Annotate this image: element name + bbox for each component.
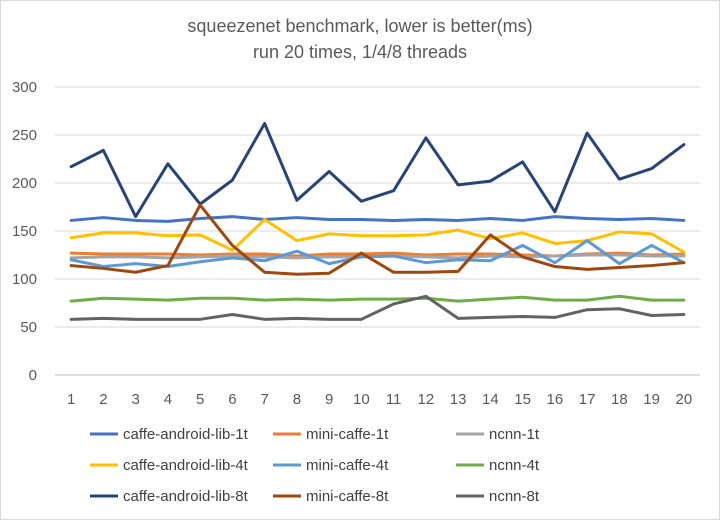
y-tick-label: 200 [12,175,37,192]
x-tick-label: 12 [418,391,435,408]
x-tick-label: 20 [676,391,693,408]
x-tick-label: 13 [450,391,467,408]
x-tick-label: 8 [293,391,301,408]
x-tick-label: 6 [228,391,236,408]
series-line-mini-caffe-8t [69,203,686,276]
x-tick-label: 5 [196,391,204,408]
x-tick-label: 1 [67,391,75,408]
y-tick-label: 300 [12,79,37,96]
y-tick-label: 100 [12,271,37,288]
y-tick-label: 0 [29,367,37,384]
legend-label: caffe-android-lib-8t [123,488,249,505]
legend-label: mini-caffe-4t [306,457,389,474]
y-tick-label: 150 [12,223,37,240]
x-tick-label: 14 [482,391,499,408]
gridlines [55,86,700,376]
x-tick-label: 17 [579,391,596,408]
series-line-caffe-android-lib-8t [69,121,686,219]
legend-label: mini-caffe-8t [306,488,389,505]
y-axis: 0 50 100 150 200 250 300 [12,79,37,384]
legend-label: ncnn-8t [489,488,540,505]
legend-label: ncnn-1t [489,426,540,443]
legend-label: caffe-android-lib-1t [123,426,249,443]
legend: caffe-android-lib-1t mini-caffe-1t ncnn-1t… [90,426,540,505]
legend-label: caffe-android-lib-4t [123,457,249,474]
x-tick-label: 2 [99,391,107,408]
x-tick-label: 15 [514,391,531,408]
series-line-ncnn-8t [69,294,686,321]
x-tick-label: 11 [386,391,402,408]
y-tick-label: 50 [20,319,37,336]
x-tick-label: 3 [131,391,139,408]
chart-subtitle: run 20 times, 1/4/8 threads [253,42,467,62]
x-tick-label: 19 [643,391,660,408]
series-line-ncnn-4t [69,294,686,303]
x-tick-label: 18 [611,391,628,408]
chart-title: squeezenet benchmark, lower is better(ms… [187,16,532,36]
y-tick-label: 250 [12,127,37,144]
x-tick-label: 16 [547,391,564,408]
x-tick-label: 4 [164,391,172,408]
x-tick-label: 9 [325,391,333,408]
x-tick-label: 10 [353,391,370,408]
series-lines [69,121,686,321]
series-line-caffe-android-lib-1t [69,215,686,223]
x-axis: 1 2 3 4 5 6 7 8 9 10 11 12 13 14 15 16 17 18 19 20 [67,391,692,408]
legend-label: ncnn-4t [489,457,540,474]
legend-label: mini-caffe-1t [306,426,389,443]
series-line-caffe-android-lib-4t [69,217,686,254]
x-tick-label: 7 [260,391,268,408]
series-line-mini-caffe-4t [69,239,686,269]
